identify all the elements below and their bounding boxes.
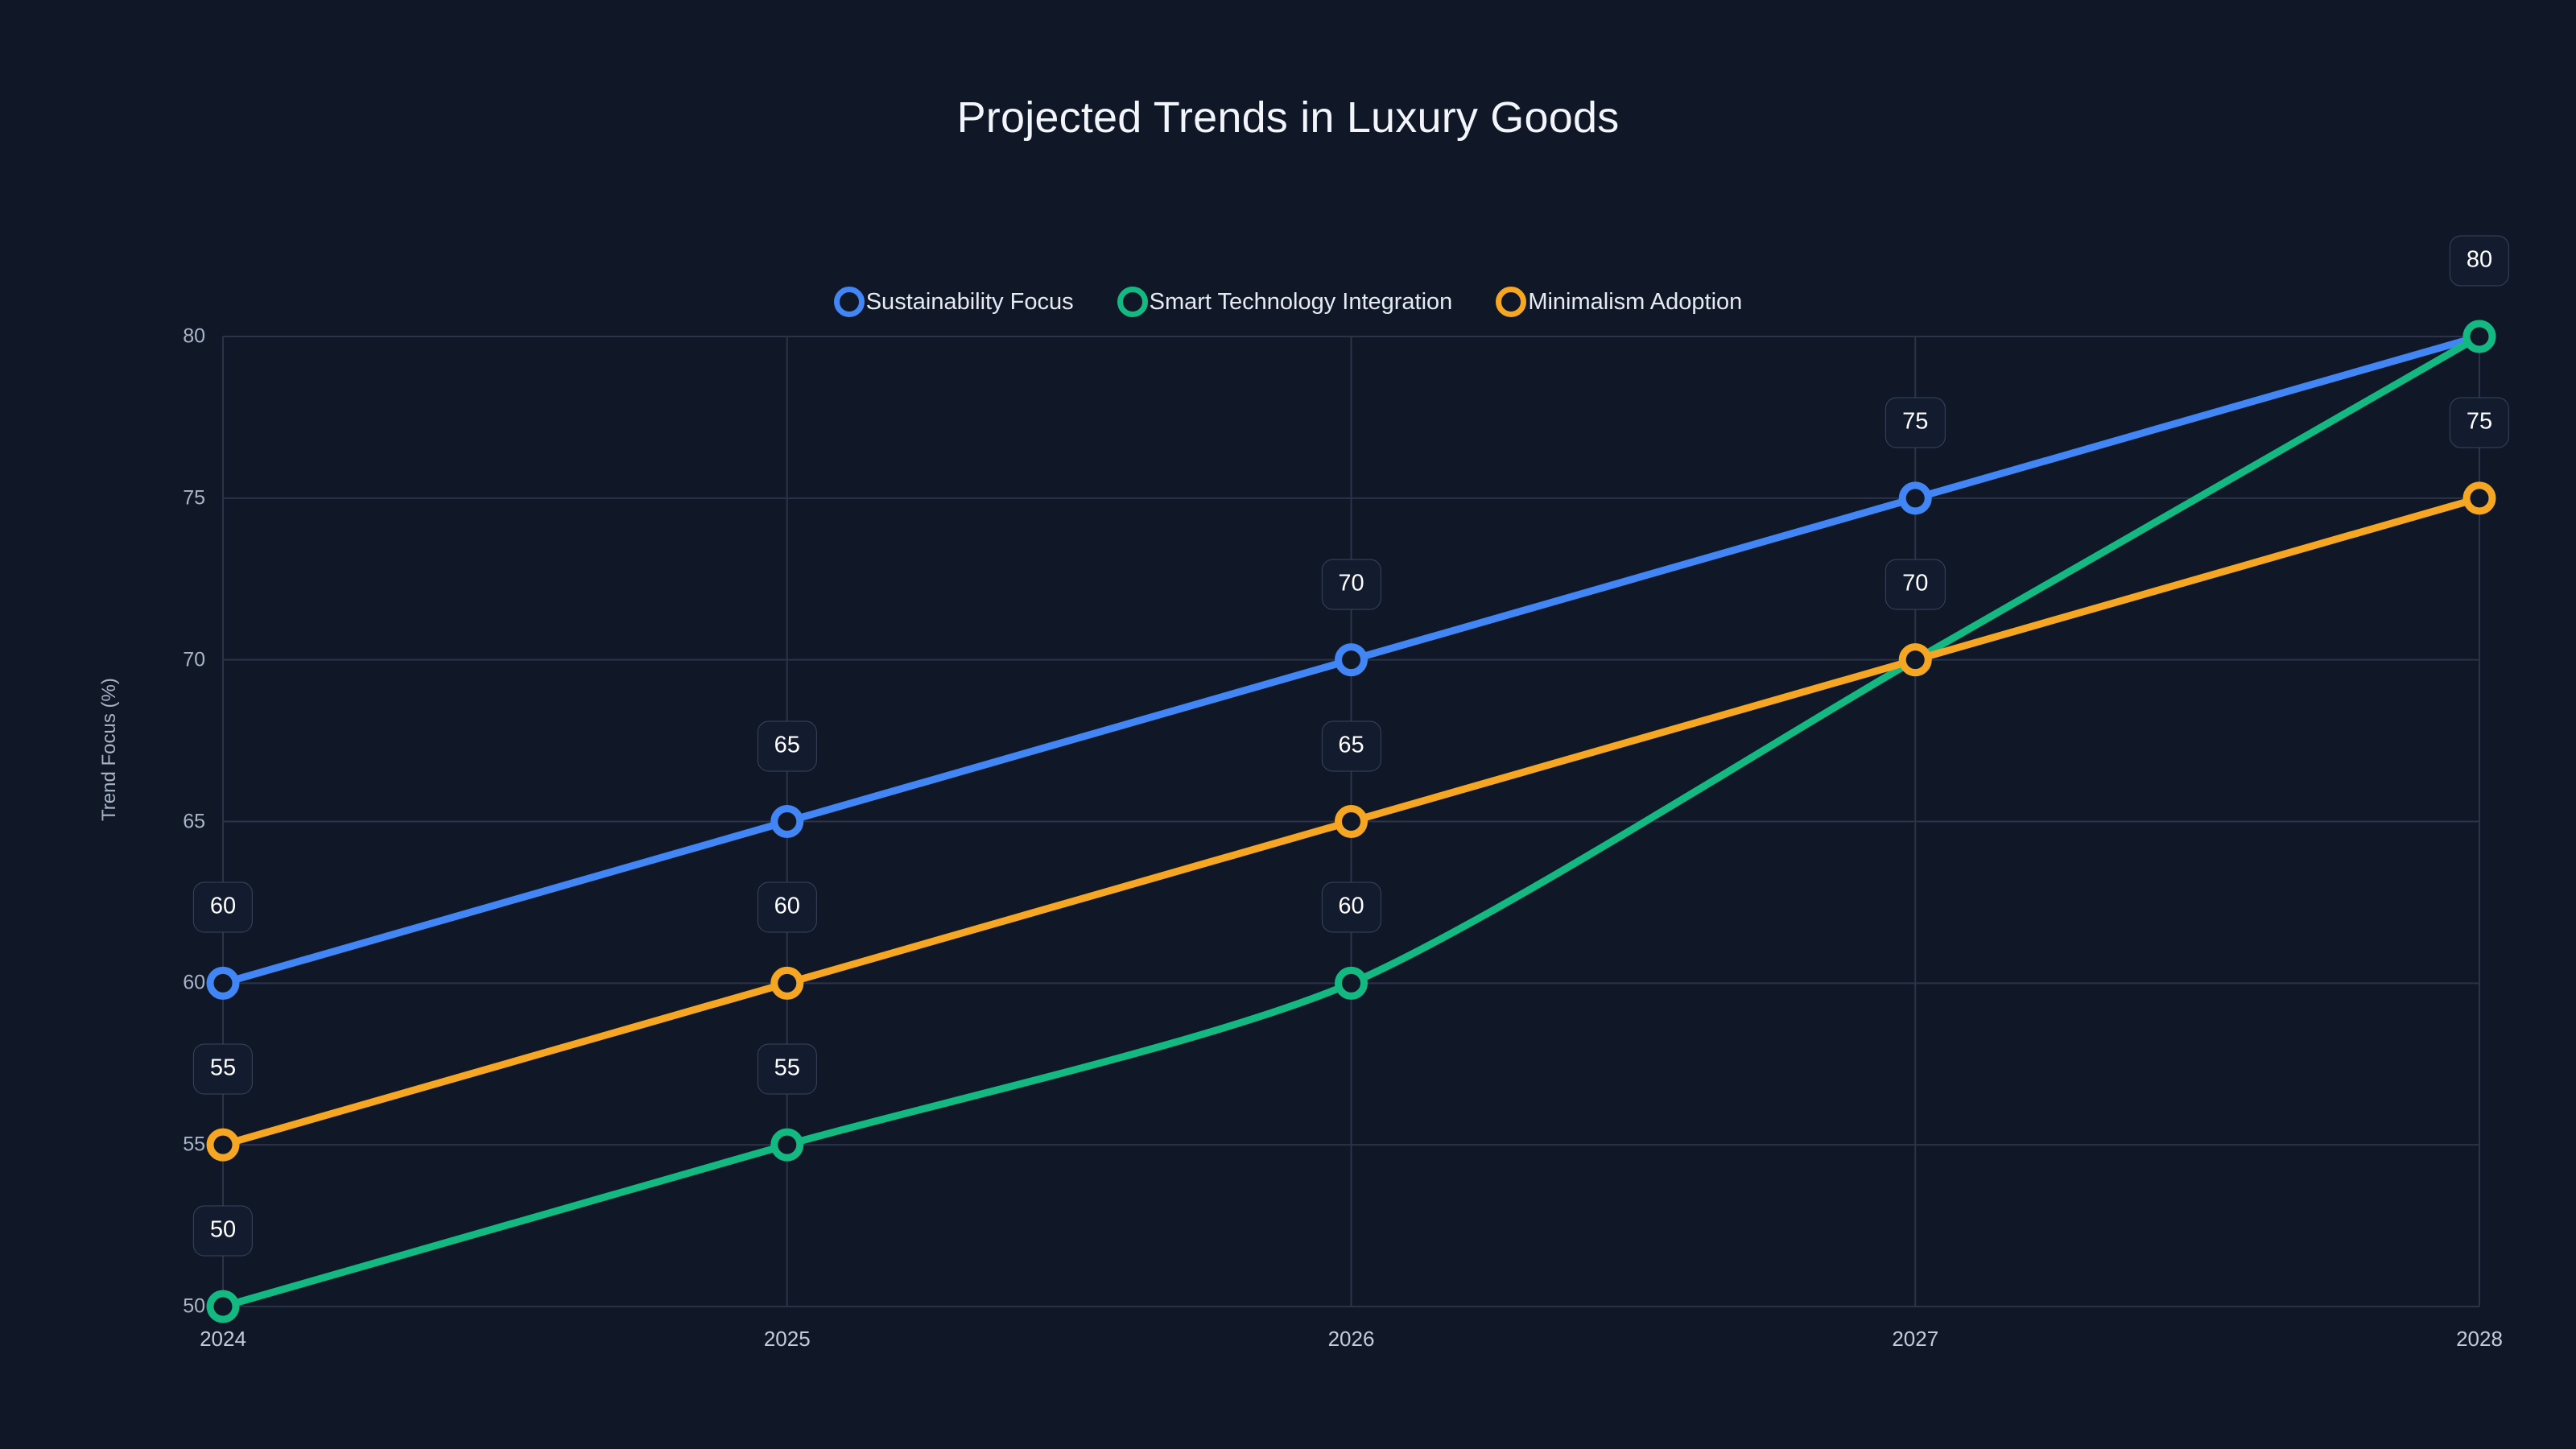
data-point-marker xyxy=(1335,805,1368,838)
open-circle-marker xyxy=(833,287,865,317)
open-circle-marker xyxy=(770,805,804,838)
data-point-label: 70 xyxy=(1885,559,1946,610)
data-point-marker xyxy=(206,1128,240,1162)
data-point-marker xyxy=(1335,966,1368,1000)
open-circle-marker xyxy=(1898,643,1932,677)
series-markers xyxy=(206,320,2496,1323)
open-circle-marker xyxy=(206,966,240,1000)
data-point-label: 60 xyxy=(192,881,254,933)
data-point-marker xyxy=(206,966,240,1000)
y-tick-label: 60 xyxy=(183,971,205,994)
data-point-label: 60 xyxy=(1321,881,1381,933)
legend-item-1[interactable]: Sustainability Focus xyxy=(833,287,1074,317)
x-tick-label: 2025 xyxy=(763,1327,811,1351)
data-point-label: 55 xyxy=(757,1043,817,1095)
x-tick-label: 2027 xyxy=(1892,1327,1939,1351)
y-tick-label: 65 xyxy=(183,810,205,832)
data-point-marker xyxy=(770,1128,804,1162)
legend-item-3[interactable]: Minimalism Adoption xyxy=(1496,287,1742,317)
data-point-label: 50 xyxy=(192,1205,254,1257)
open-circle-marker xyxy=(2462,481,2496,515)
data-point-marker xyxy=(770,805,804,838)
legend-item-2[interactable]: Smart Technology Integration xyxy=(1117,287,1453,317)
data-point-marker xyxy=(1898,643,1932,677)
open-circle-marker xyxy=(770,966,804,1000)
data-point-marker xyxy=(1898,481,1932,515)
data-point-marker xyxy=(206,1290,240,1323)
legend-label: Smart Technology Integration xyxy=(1149,288,1453,315)
data-point-marker xyxy=(1335,643,1368,677)
x-tick-label: 2024 xyxy=(200,1327,246,1351)
open-circle-marker xyxy=(1117,287,1148,317)
data-point-label: 75 xyxy=(1885,397,1946,448)
y-axis-title: Trend Focus (%) xyxy=(98,678,120,821)
y-tick-label: 80 xyxy=(183,324,205,348)
legend-label: Sustainability Focus xyxy=(865,288,1074,315)
y-tick-label: 50 xyxy=(183,1294,205,1318)
y-tick-label: 70 xyxy=(183,648,205,671)
legend-label: Minimalism Adoption xyxy=(1528,288,1743,315)
data-point-marker xyxy=(2462,320,2496,353)
data-point-label: 75 xyxy=(2449,397,2510,448)
data-point-label: 60 xyxy=(757,881,817,933)
open-circle-marker xyxy=(206,1290,240,1323)
open-circle-marker xyxy=(770,1128,804,1162)
x-tick-label: 2026 xyxy=(1327,1327,1375,1351)
y-tick-label: 55 xyxy=(183,1133,205,1156)
open-circle-marker xyxy=(2462,320,2496,353)
chart-title: Projected Trends in Luxury Goods xyxy=(956,93,1620,142)
open-circle-marker xyxy=(1335,643,1368,677)
open-circle-marker xyxy=(1335,966,1368,1000)
data-point-marker xyxy=(770,966,804,1000)
x-tick-label: 2028 xyxy=(2456,1327,2503,1351)
data-point-label: 70 xyxy=(1321,559,1381,610)
data-point-marker xyxy=(2462,481,2496,515)
y-tick-label: 75 xyxy=(183,486,205,510)
open-circle-marker xyxy=(206,1128,240,1162)
data-point-label: 80 xyxy=(2449,235,2510,287)
open-circle-marker xyxy=(1335,805,1368,838)
data-point-label: 65 xyxy=(1321,720,1381,771)
open-circle-marker xyxy=(1496,287,1527,317)
data-point-label: 55 xyxy=(192,1043,254,1095)
chart-legend: Sustainability Focus Smart Technology Int… xyxy=(0,287,2576,317)
data-point-label: 65 xyxy=(757,720,817,771)
open-circle-marker xyxy=(1898,481,1932,515)
